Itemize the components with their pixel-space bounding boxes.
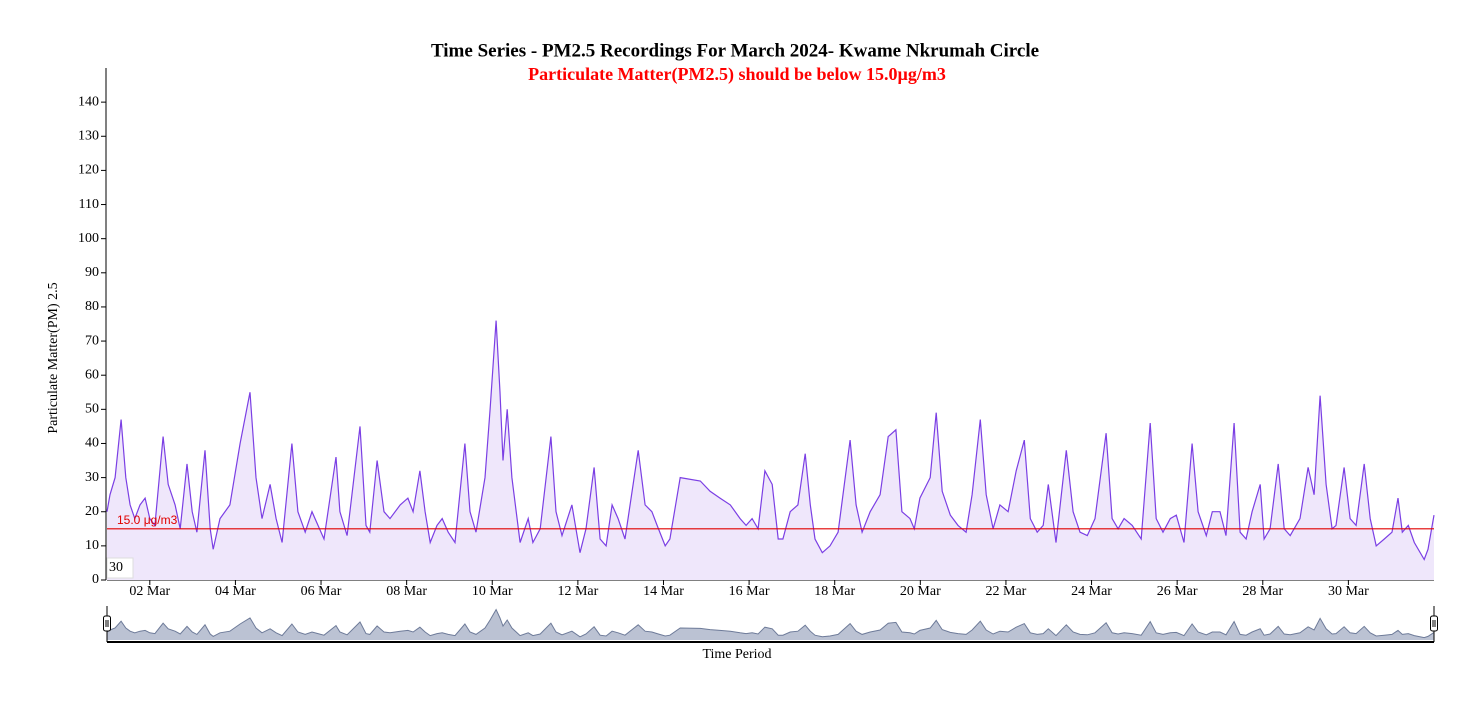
navigator-line xyxy=(106,608,1435,639)
x-tick-label: 26 Mar xyxy=(1157,584,1198,599)
navigator-area xyxy=(107,609,1434,640)
y-tick-label: 30 xyxy=(85,470,99,485)
y-tick-label: 70 xyxy=(85,333,99,348)
x-axis-label: Time Period xyxy=(702,647,771,662)
x-tick-label: 14 Mar xyxy=(643,584,684,599)
y-tick-label: 100 xyxy=(78,231,99,246)
series-line xyxy=(106,320,1435,561)
navigator-handle[interactable] xyxy=(1430,615,1438,632)
y-tick-label: 40 xyxy=(85,436,99,451)
navigator-handle[interactable] xyxy=(103,615,111,632)
y-axis-label: Particulate Matter(PM) 2.5 xyxy=(46,282,61,433)
y-tick-label: 130 xyxy=(78,128,99,143)
x-tick-label: 04 Mar xyxy=(215,584,256,599)
area-fill xyxy=(107,320,1434,580)
threshold-label: 15.0 μg/m3 xyxy=(117,513,178,527)
x-tick-label: 10 Mar xyxy=(472,584,513,599)
zoom-label: 30 xyxy=(109,560,123,575)
y-tick-label: 10 xyxy=(85,538,99,553)
zoom-label-box xyxy=(106,557,134,579)
x-tick-label: 08 Mar xyxy=(386,584,427,599)
x-tick-label: 16 Mar xyxy=(729,584,770,599)
chart-title: Time Series - PM2.5 Recordings For March… xyxy=(431,40,1039,61)
y-tick-label: 50 xyxy=(85,402,99,417)
chart-subtitle: Particulate Matter(PM2.5) should be belo… xyxy=(528,64,946,85)
x-tick-label: 02 Mar xyxy=(129,584,170,599)
x-tick-label: 18 Mar xyxy=(814,584,855,599)
x-tick-label: 28 Mar xyxy=(1242,584,1283,599)
x-tick-label: 20 Mar xyxy=(900,584,941,599)
y-tick-label: 140 xyxy=(78,94,99,109)
y-tick-label: 120 xyxy=(78,163,99,178)
x-tick-label: 30 Mar xyxy=(1328,584,1369,599)
y-tick-label: 80 xyxy=(85,299,99,314)
y-tick-label: 20 xyxy=(85,504,99,519)
x-tick-label: 22 Mar xyxy=(986,584,1027,599)
y-tick-label: 0 xyxy=(92,572,99,587)
y-tick-label: 60 xyxy=(85,367,99,382)
x-tick-label: 12 Mar xyxy=(557,584,598,599)
y-tick-label: 90 xyxy=(85,265,99,280)
y-tick-label: 110 xyxy=(79,197,99,212)
x-tick-label: 24 Mar xyxy=(1071,584,1112,599)
x-tick-label: 06 Mar xyxy=(301,584,342,599)
